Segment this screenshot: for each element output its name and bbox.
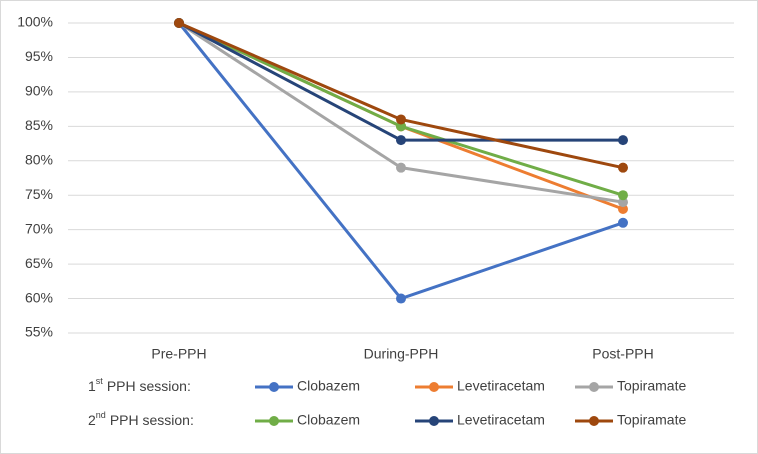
legend-group-text: PPH session:	[107, 378, 191, 394]
data-point	[618, 197, 628, 208]
y-tick-label: 55%	[25, 324, 53, 340]
legend-label: Levetiracetam	[457, 378, 545, 394]
legend-label: Clobazem	[297, 412, 360, 428]
data-point	[174, 18, 184, 28]
legend-swatch-marker	[269, 416, 279, 426]
data-point	[618, 135, 628, 146]
legend-group-label: 1st PPH session:	[88, 376, 191, 393]
y-tick-label: 100%	[17, 14, 53, 30]
legend-swatch-marker	[429, 416, 439, 426]
legend-swatch-marker	[269, 382, 279, 392]
legend-group-sup: st	[96, 376, 104, 386]
y-tick-label: 80%	[25, 151, 53, 167]
y-tick-label: 85%	[25, 117, 53, 133]
x-tick-label: During-PPH	[364, 346, 439, 362]
y-tick-label: 60%	[25, 289, 53, 305]
data-point	[618, 162, 628, 173]
data-point	[396, 135, 406, 146]
legend-swatch-marker	[429, 382, 439, 392]
data-point	[396, 114, 406, 125]
data-point	[618, 204, 628, 214]
legend-swatch-marker	[589, 416, 599, 426]
data-point	[618, 190, 628, 201]
legend-label: Levetiracetam	[457, 412, 545, 428]
legend-group-number: 1	[88, 378, 96, 394]
legend-label: Topiramate	[617, 378, 686, 394]
legend-label: Topiramate	[617, 412, 686, 428]
legend-group-label: 2nd PPH session:	[88, 410, 194, 427]
y-tick-label: 65%	[25, 255, 53, 271]
data-point	[396, 121, 406, 132]
legend-group-number: 2	[88, 412, 96, 428]
y-tick-label: 95%	[25, 48, 53, 64]
x-tick-label: Post-PPH	[592, 346, 653, 362]
legend-swatch-marker	[589, 382, 599, 392]
data-point	[396, 293, 406, 304]
x-tick-label: Pre-PPH	[151, 346, 206, 362]
legend-group-text: PPH session:	[110, 412, 194, 428]
data-point	[396, 162, 406, 173]
y-tick-label: 70%	[25, 220, 53, 236]
data-point	[618, 217, 628, 228]
legend-label: Clobazem	[297, 378, 360, 394]
legend-group-sup: nd	[96, 410, 106, 420]
y-tick-label: 75%	[25, 186, 53, 202]
y-tick-label: 90%	[25, 83, 53, 99]
